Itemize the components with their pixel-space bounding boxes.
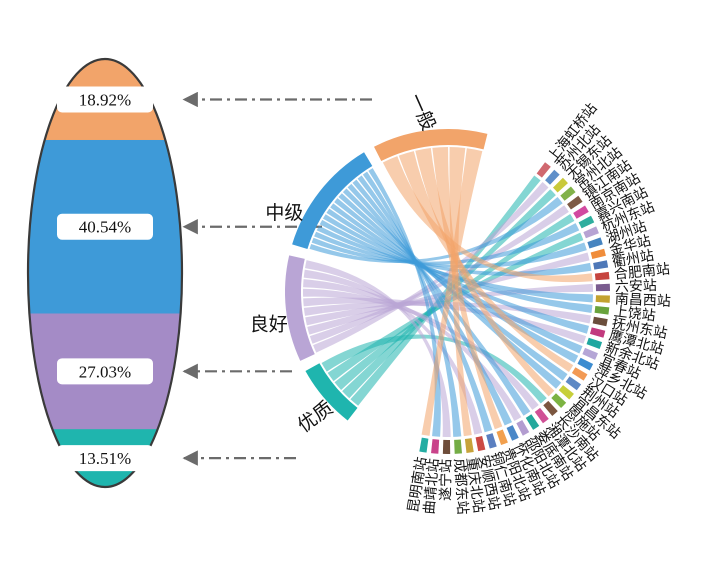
station-marker-34 [442, 439, 451, 454]
station-marker-23 [551, 393, 567, 409]
station-marker-22 [558, 385, 574, 400]
station-marker-9 [590, 248, 606, 259]
percent-box-2 [57, 358, 153, 385]
category-label-0: 一般 [404, 90, 440, 134]
station-marker-13 [595, 295, 610, 303]
station-marker-28 [506, 425, 519, 441]
station-marker-25 [534, 407, 549, 424]
station-marker-14 [594, 306, 610, 315]
station-marker-3 [560, 186, 576, 201]
ribbon-21 [338, 193, 568, 381]
ribbon-13 [319, 219, 593, 303]
station-marker-11 [594, 271, 610, 281]
station-label-33: 成都东站 [451, 458, 471, 515]
station-label-13: 南昌西站 [614, 291, 671, 309]
station-marker-7 [583, 226, 599, 239]
connector-arrows [182, 91, 372, 466]
ribbon-28 [352, 179, 513, 426]
category-arc-0 [373, 128, 488, 162]
station-marker-6 [578, 215, 595, 229]
percent-box-3 [57, 445, 153, 472]
chord-ribbons [303, 147, 593, 437]
station-marker-26 [525, 414, 540, 430]
station-marker-4 [567, 195, 583, 210]
station-marker-0 [536, 162, 551, 178]
station-marker-36 [419, 437, 429, 453]
station-marker-10 [593, 260, 609, 270]
ribbon-3 [309, 197, 563, 263]
station-marker-8 [587, 237, 603, 249]
ribbon-14 [322, 214, 593, 314]
ribbon-4 [309, 205, 569, 344]
percent-label-2: 27.03% [79, 362, 131, 381]
station-label-12: 六安站 [615, 278, 657, 295]
station-marker-30 [486, 433, 497, 449]
ribbon-29 [432, 147, 503, 430]
ribbon-10 [316, 225, 592, 277]
category-arc-2 [284, 255, 315, 361]
percent-label-0: 18.92% [79, 90, 131, 109]
percent-label-3: 13.51% [79, 449, 131, 468]
station-marker-15 [592, 316, 608, 327]
ribbon-18 [330, 203, 583, 354]
proportion-labels: 18.92% 40.54% 27.03% 13.51% [57, 86, 153, 472]
category-label-2: 良好 [250, 314, 288, 336]
station-marker-31 [475, 436, 486, 452]
station-marker-24 [543, 400, 558, 416]
ribbon-23 [415, 148, 555, 397]
ribbon-12 [305, 283, 593, 326]
ribbon-30 [357, 175, 493, 433]
ribbon-11 [382, 156, 593, 283]
station-marker-21 [565, 376, 582, 391]
station-marker-5 [573, 205, 589, 219]
station-label-14: 上饶站 [613, 304, 657, 325]
station-marker-2 [552, 177, 568, 193]
ribbon-6 [311, 223, 580, 265]
ribbon-7 [327, 232, 584, 382]
category-arcs [284, 128, 488, 421]
station-label-11: 合肥南站 [613, 261, 670, 283]
ribbon-0 [350, 175, 541, 406]
ribbon-19 [334, 198, 579, 363]
percent-label-1: 40.54% [79, 218, 131, 237]
station-marker-17 [586, 337, 603, 350]
station-marker-19 [577, 357, 594, 371]
station-marker-18 [582, 347, 598, 360]
station-marker-12 [595, 283, 610, 292]
ellipse-outline [26, 57, 184, 489]
ribbon-35 [368, 168, 441, 437]
ribbon-16 [326, 208, 589, 334]
station-labels: 上海虹桥站苏州北站无锡东站常州北站镇江南站南京南站嘉兴南站杭州东站湖州站金华站衢… [406, 101, 672, 516]
proportion-ellipse [26, 57, 184, 489]
category-label-1: 中级 [265, 202, 303, 224]
station-marker-20 [571, 367, 588, 381]
station-label-35: 曲靖北站 [422, 458, 443, 515]
category-arc-3 [305, 363, 358, 421]
ribbon-32 [449, 147, 472, 437]
category-arc-1 [292, 152, 373, 250]
ribbon-5 [334, 213, 575, 390]
station-marker-35 [431, 439, 440, 454]
ribbon-1 [313, 182, 549, 353]
ribbon-36 [421, 148, 483, 436]
station-marker-16 [589, 327, 606, 338]
percent-box-1 [57, 213, 153, 240]
station-marker-32 [464, 438, 474, 453]
ribbon-20 [398, 151, 574, 372]
station-label-32: 重庆北站 [463, 456, 486, 514]
ribbon-26 [347, 183, 531, 416]
station-marker-33 [454, 439, 462, 454]
station-marker-1 [545, 169, 560, 185]
station-markers [419, 162, 610, 454]
station-marker-29 [496, 429, 508, 446]
station-label-34: 遂宁站 [437, 459, 454, 501]
station-marker-27 [516, 420, 530, 436]
percent-box-0 [57, 86, 153, 113]
